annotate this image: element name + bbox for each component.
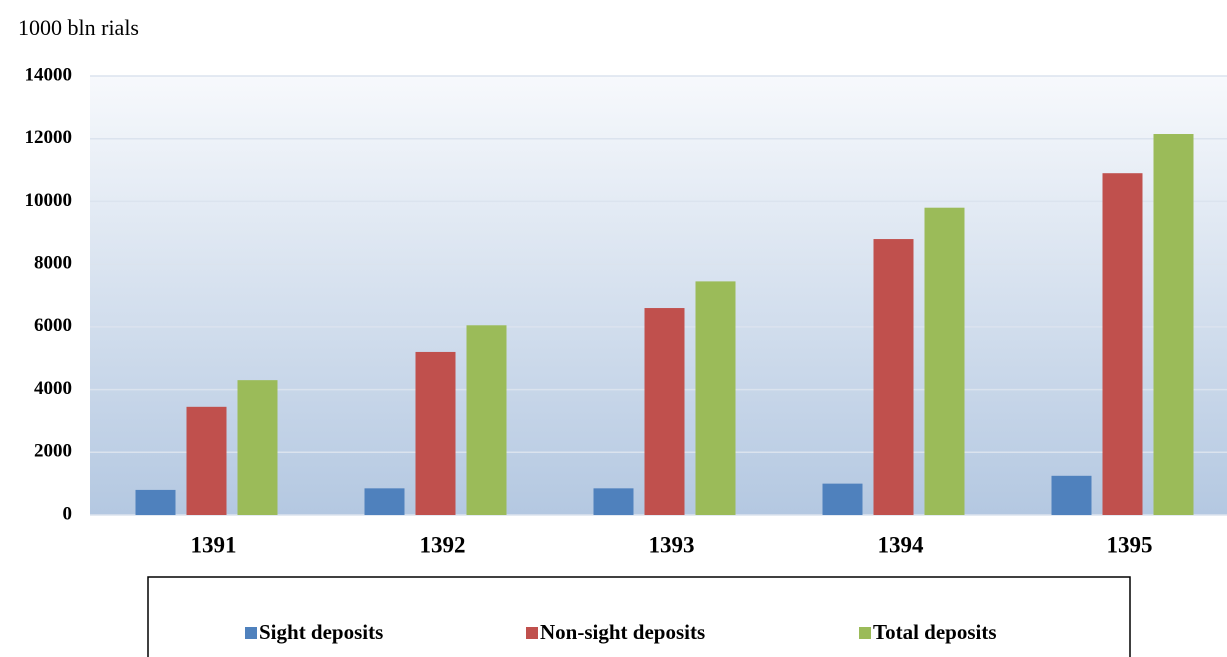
bar (822, 483, 863, 515)
bar (237, 380, 278, 515)
y-tick-label: 12000 (25, 127, 73, 148)
y-tick-label: 6000 (34, 315, 72, 336)
legend-swatch (245, 627, 257, 639)
x-tick-label: 1393 (649, 532, 695, 557)
legend-label: Non-sight deposits (540, 620, 705, 644)
x-tick-label: 1392 (420, 532, 466, 557)
y-tick-label: 2000 (34, 441, 72, 462)
legend-swatch (859, 627, 871, 639)
legend-box (147, 576, 1131, 657)
bar (1051, 475, 1092, 515)
legend-swatch (526, 627, 538, 639)
bar (644, 308, 685, 515)
bar (924, 207, 965, 515)
x-tick-label: 1394 (878, 532, 925, 557)
y-tick-label: 4000 (34, 378, 72, 399)
y-axis-label: 1000 bln rials (18, 15, 139, 40)
legend-label: Sight deposits (259, 620, 383, 644)
x-tick-label: 1391 (191, 532, 237, 557)
bar (1102, 173, 1143, 515)
y-tick-label: 14000 (25, 64, 73, 85)
bar (135, 489, 176, 515)
x-tick-label: 1395 (1107, 532, 1153, 557)
y-tick-label: 8000 (34, 253, 72, 274)
y-tick-label: 0 (63, 503, 73, 524)
bar (415, 351, 456, 515)
y-tick-label: 10000 (25, 190, 73, 211)
bar (695, 281, 736, 515)
bar (593, 488, 634, 515)
bar (873, 239, 914, 516)
bar (1153, 134, 1194, 515)
bar (364, 488, 405, 515)
bar (466, 325, 507, 515)
bar (186, 406, 227, 515)
legend-label: Total deposits (873, 620, 997, 644)
